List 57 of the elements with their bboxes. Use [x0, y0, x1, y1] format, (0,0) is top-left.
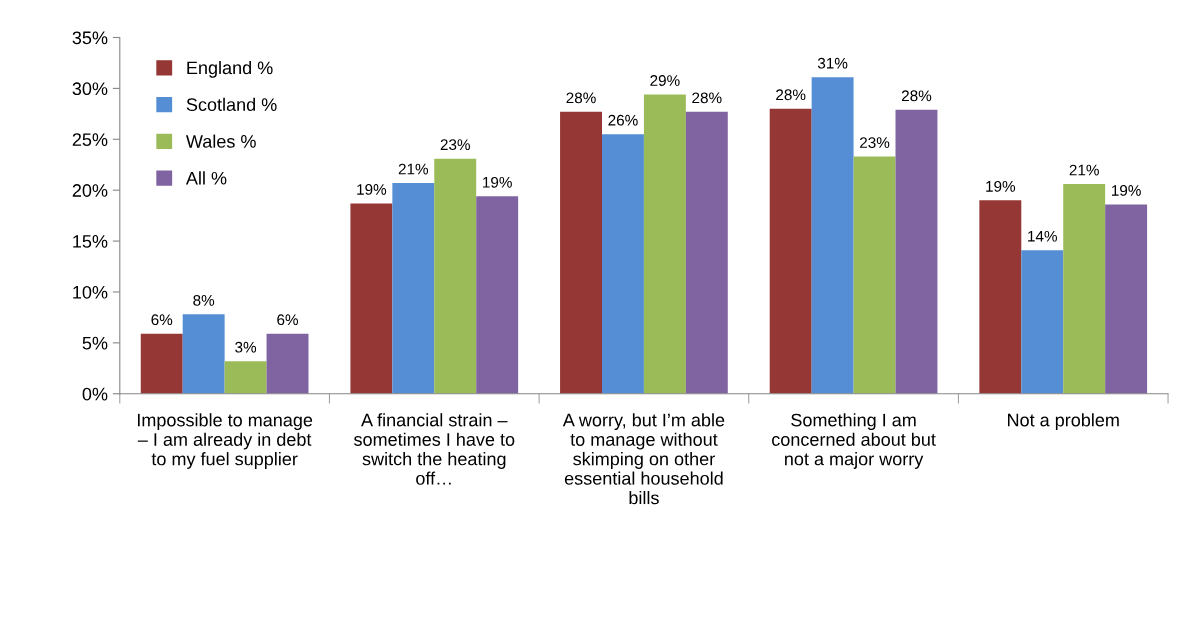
x-tick-label: A financial strain – sometimes I have to switch the heating off… — [354, 413, 515, 485]
bar — [224, 361, 267, 394]
bar — [140, 333, 183, 394]
x-tick-label: Not a problem — [1008, 413, 1119, 431]
bar — [643, 94, 686, 394]
data-label: 26% — [608, 114, 638, 126]
legend-label: Wales % — [185, 134, 256, 148]
data-label: 28% — [901, 90, 932, 102]
bar — [560, 111, 602, 394]
data-label: 31% — [817, 57, 848, 69]
data-label: 6% — [151, 314, 173, 326]
bar — [392, 183, 435, 394]
legend-label: All % — [185, 171, 227, 185]
bar — [266, 333, 309, 394]
y-tick-label: 35% — [72, 31, 108, 45]
bar — [769, 108, 812, 394]
data-label: 19% — [986, 180, 1016, 192]
y-tick-label: 20% — [72, 184, 108, 197]
data-label: 28% — [566, 92, 596, 104]
data-label: 19% — [357, 184, 387, 195]
y-tick-label: 25% — [72, 133, 108, 147]
legend-label: England % — [187, 60, 273, 78]
data-label: 14% — [1028, 230, 1058, 242]
data-label: 28% — [776, 89, 806, 101]
data-label: 8% — [193, 294, 215, 306]
data-label: 29% — [650, 75, 680, 86]
data-label: 19% — [1112, 185, 1141, 196]
data-label: 19% — [483, 176, 512, 188]
bar — [476, 196, 519, 394]
bar — [853, 156, 896, 394]
bar — [979, 200, 1022, 394]
bar — [895, 109, 938, 394]
bar — [602, 134, 644, 394]
bar — [350, 203, 393, 394]
bar — [1021, 250, 1064, 394]
bar — [1063, 184, 1106, 394]
y-tick-label: 0% — [82, 387, 108, 401]
y-tick-label: 30% — [72, 82, 108, 96]
legend-label: Scotland % — [186, 97, 277, 112]
y-tick-label: 10% — [73, 285, 108, 299]
x-tick-label: A worry, but I’m able to manage without skimping on other essential household bills — [562, 413, 725, 505]
bar — [182, 314, 225, 394]
data-label: 21% — [398, 163, 429, 175]
bar — [1105, 204, 1148, 394]
x-tick-label: Something I am concerned about but not a major worry — [772, 413, 936, 469]
data-label: 28% — [692, 92, 722, 104]
data-label: 3% — [235, 341, 257, 353]
bar — [434, 158, 477, 394]
y-tick-label: 15% — [73, 235, 108, 248]
data-label: 6% — [277, 314, 299, 326]
data-label: 21% — [1069, 164, 1099, 176]
data-label: 23% — [860, 137, 890, 149]
bar — [811, 77, 854, 394]
data-label: 23% — [440, 139, 470, 151]
y-tick-label: 5% — [82, 336, 108, 350]
x-tick-label: Impossible to manage – I am already in debt to my fuel supplier — [137, 413, 313, 469]
bar — [685, 111, 728, 394]
